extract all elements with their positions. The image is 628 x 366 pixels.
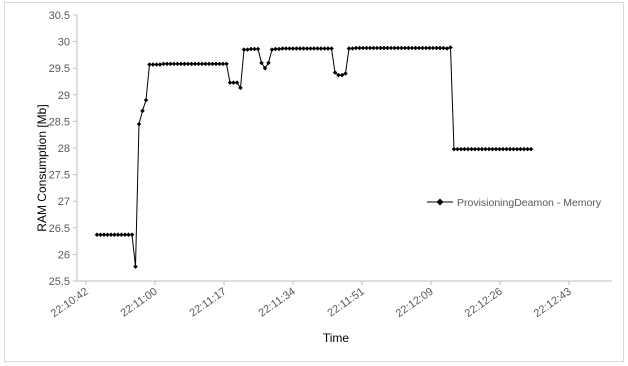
x-tick-label: 22:11:51 bbox=[325, 286, 366, 320]
y-tick-label: 26 bbox=[58, 249, 70, 261]
data-point bbox=[269, 47, 275, 52]
y-tick-label: 30 bbox=[58, 37, 70, 49]
y-axis-title: RAM Consumption [Mb] bbox=[35, 104, 49, 231]
y-tick-label: 28 bbox=[58, 143, 70, 155]
x-tick-label: 22:10:42 bbox=[49, 286, 91, 320]
x-tick-label: 22:11:34 bbox=[256, 286, 297, 320]
y-tick-label: 29 bbox=[58, 90, 70, 102]
data-point bbox=[126, 232, 131, 237]
data-point bbox=[441, 45, 446, 51]
data-point bbox=[108, 232, 114, 237]
series-line bbox=[97, 46, 531, 267]
data-point bbox=[224, 61, 229, 67]
y-axis: 25.5 26 26.5 27 27.5 28 28.5 29 29.5 30 30.5 bbox=[49, 10, 78, 288]
data-point bbox=[210, 61, 215, 67]
x-tick-label: 22:11:17 bbox=[187, 286, 228, 320]
data-point bbox=[350, 46, 355, 51]
y-tick-label: 25.5 bbox=[49, 276, 70, 288]
data-point bbox=[140, 108, 145, 114]
data-point bbox=[94, 232, 100, 237]
data-point bbox=[168, 61, 173, 67]
data-point bbox=[129, 232, 135, 237]
x-tick-label: 22:12:43 bbox=[532, 286, 574, 320]
data-point bbox=[143, 97, 149, 103]
y-tick-label: 27.5 bbox=[49, 170, 70, 182]
data-point bbox=[136, 121, 142, 127]
data-point bbox=[203, 61, 208, 67]
data-point bbox=[196, 61, 201, 67]
data-point bbox=[206, 61, 212, 67]
series-group bbox=[94, 45, 534, 269]
data-point bbox=[276, 46, 282, 52]
data-point bbox=[217, 61, 222, 67]
data-point bbox=[119, 232, 124, 237]
data-point bbox=[329, 46, 334, 51]
data-point bbox=[161, 61, 166, 67]
y-tick-label: 30.5 bbox=[49, 10, 70, 22]
data-point bbox=[248, 46, 254, 52]
data-point bbox=[448, 45, 453, 50]
data-point bbox=[220, 61, 226, 67]
chart-frame bbox=[4, 2, 624, 362]
data-point bbox=[213, 61, 219, 67]
legend-label: ProvisioningDeamon - Memory bbox=[457, 197, 602, 209]
data-point bbox=[171, 61, 177, 67]
x-axis: 22:10:42 22:11:00 22:11:17 22:11:34 22:11:51… bbox=[49, 280, 612, 320]
y-tick-label: 26.5 bbox=[49, 223, 70, 235]
data-point bbox=[182, 61, 187, 67]
legend: ProvisioningDeamon - Memory bbox=[427, 197, 602, 209]
x-tick-label: 22:12:09 bbox=[394, 286, 436, 320]
data-point bbox=[133, 264, 138, 269]
data-point bbox=[511, 146, 516, 152]
data-point bbox=[115, 232, 121, 237]
data-point bbox=[122, 232, 128, 237]
y-tick-label: 27 bbox=[58, 196, 70, 208]
data-point bbox=[164, 61, 170, 67]
legend-marker bbox=[436, 198, 444, 206]
data-point bbox=[105, 232, 110, 237]
data-point bbox=[241, 47, 247, 52]
data-point bbox=[157, 62, 163, 67]
x-tick-label: 22:12:26 bbox=[463, 286, 505, 320]
data-point bbox=[528, 146, 534, 152]
x-tick-label: 22:11:00 bbox=[118, 286, 159, 320]
data-point bbox=[112, 232, 117, 237]
data-point bbox=[189, 61, 194, 67]
data-point bbox=[245, 47, 250, 52]
x-axis-title: Time bbox=[323, 331, 350, 345]
data-point bbox=[444, 46, 450, 51]
data-point bbox=[252, 46, 257, 52]
y-tick-label: 29.5 bbox=[49, 63, 70, 75]
data-point bbox=[185, 61, 191, 67]
y-tick-label: 28.5 bbox=[49, 116, 70, 128]
data-point bbox=[175, 61, 180, 67]
data-point bbox=[192, 61, 198, 67]
data-point bbox=[199, 61, 205, 67]
data-point bbox=[255, 46, 261, 52]
data-point bbox=[101, 232, 107, 237]
data-point bbox=[98, 232, 103, 237]
data-point bbox=[178, 61, 184, 67]
